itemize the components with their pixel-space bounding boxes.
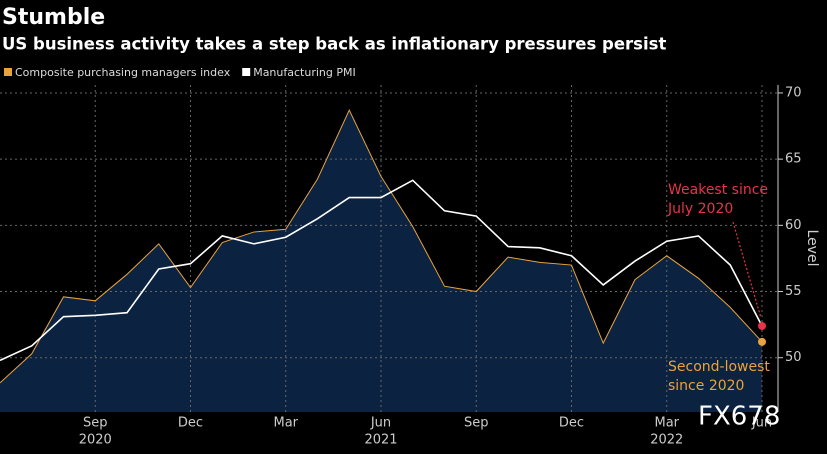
y-tick-label: 70 — [785, 85, 802, 100]
x-tick-label: Jun — [751, 416, 772, 431]
chart-title: Stumble — [2, 5, 105, 30]
annotation-text: Weakest since — [668, 182, 768, 198]
annotation-text: since 2020 — [668, 378, 744, 394]
x-tick-label: Dec — [559, 416, 584, 431]
y-tick-label: 65 — [785, 152, 802, 167]
x-tick-label: Mar — [654, 416, 679, 431]
legend-label: Manufacturing PMI — [253, 66, 356, 79]
legend-swatch — [4, 68, 12, 76]
chart-subtitle: US business activity takes a step back a… — [2, 35, 666, 54]
y-axis-label: Level — [804, 230, 820, 267]
line — [0, 179, 763, 362]
watermark: FX678 — [698, 402, 780, 432]
x-tick-label: Dec — [178, 416, 203, 431]
y-tick-label: 55 — [785, 284, 802, 299]
x-tick-label: Jun — [370, 416, 391, 431]
x-year-label: 2021 — [364, 433, 397, 448]
annotation-arrow — [732, 221, 762, 319]
legend-label: Composite purchasing managers index — [15, 66, 231, 79]
x-year-label: 2020 — [79, 433, 112, 448]
x-tick-label: Sep — [83, 416, 108, 431]
annotation-text: Second-lowest — [668, 359, 770, 375]
highlight-dot — [758, 337, 766, 346]
legend-swatch — [242, 68, 251, 76]
x-year-label: 2022 — [650, 433, 683, 448]
highlight-dot — [758, 321, 766, 330]
y-tick-label: 50 — [785, 350, 802, 365]
line — [0, 108, 763, 384]
x-tick-label: Sep — [464, 416, 489, 431]
annotation-text: July 2020 — [667, 201, 733, 217]
x-tick-label: Mar — [273, 416, 298, 431]
y-tick-label: 60 — [785, 218, 802, 233]
